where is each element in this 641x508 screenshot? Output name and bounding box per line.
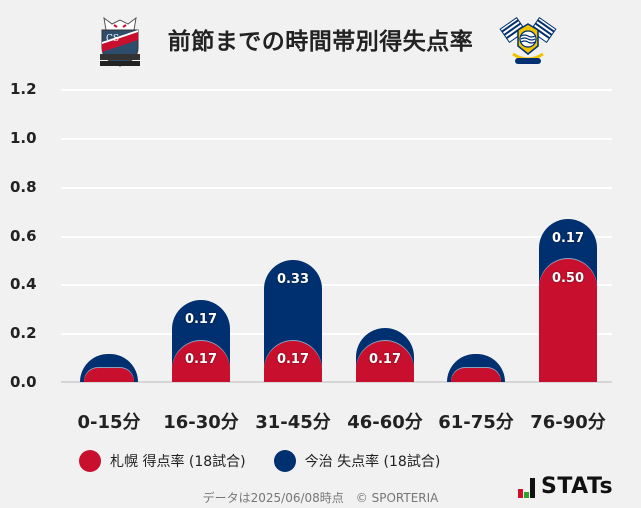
legend-item-away: 今治 失点率 (18試合) <box>273 450 441 472</box>
bar-label-home-46-60: 0.17 <box>368 352 402 367</box>
bar-home-46-60 <box>356 341 414 382</box>
footer-note: データは2025/06/08時点 © SPORTERIA <box>202 491 439 505</box>
bar-label-home-16-30: 0.17 <box>184 352 218 367</box>
legend-dot-home-icon <box>79 450 101 472</box>
gridline <box>61 89 612 91</box>
x-tick-0-15: 0-15分 <box>77 412 141 433</box>
y-tick-1.0: 1.0 <box>10 129 37 147</box>
x-tick-76-90: 76-90分 <box>530 412 606 433</box>
bar-label-home-76-90: 0.50 <box>551 271 585 286</box>
bar-home-76-90 <box>539 259 597 382</box>
gridline <box>61 284 612 286</box>
bar-label-home-31-45: 0.17 <box>276 352 310 367</box>
svg-text:CS: CS <box>106 34 119 44</box>
x-tick-61-75: 61-75分 <box>438 412 514 433</box>
bar-home-31-45 <box>264 341 322 382</box>
y-tick-0.0: 0.0 <box>10 373 37 391</box>
x-tick-16-30: 16-30分 <box>163 412 239 433</box>
gridline <box>61 187 612 189</box>
y-tick-1.2: 1.2 <box>10 80 37 98</box>
legend-label-away: 今治 失点率 (18試合) <box>304 454 441 470</box>
legend-label-home: 札幌 得点率 (18試合) <box>110 454 246 470</box>
bar-label-away-16-30: 0.17 <box>184 312 218 327</box>
y-tick-0.4: 0.4 <box>10 275 37 293</box>
stats-bar-icon <box>518 489 523 498</box>
stats-bar-icon <box>530 478 535 498</box>
home-team-crest-icon: CS <box>100 16 140 67</box>
bar-label-away-31-45: 0.33 <box>276 272 310 287</box>
bar-home-61-75 <box>451 368 501 382</box>
stats-brand-text: STATs <box>541 474 614 499</box>
gridline <box>61 138 612 140</box>
stats-bar-icon <box>524 492 529 498</box>
gridline <box>61 333 612 335</box>
legend-dot-away-icon <box>273 450 296 472</box>
stats-brand-logo: STATs <box>518 476 613 498</box>
y-tick-0.2: 0.2 <box>10 324 37 342</box>
bar-label-away-76-90: 0.17 <box>551 231 585 246</box>
legend-item-home: 札幌 得点率 (18試合) <box>79 450 246 472</box>
x-tick-31-45: 31-45分 <box>255 412 331 433</box>
y-tick-0.8: 0.8 <box>10 178 37 196</box>
gridline <box>61 236 612 238</box>
y-tick-0.6: 0.6 <box>10 227 37 245</box>
x-tick-46-60: 46-60分 <box>347 412 423 433</box>
bar-home-0-15 <box>84 368 134 382</box>
x-axis-baseline <box>61 381 612 383</box>
bar-home-16-30 <box>172 341 230 382</box>
away-team-crest-icon <box>499 17 557 64</box>
chart-legend: 札幌 得点率 (18試合) 今治 失点率 (18試合) <box>79 450 468 472</box>
page-title: 前節までの時間帯別得失点率 <box>167 29 474 55</box>
